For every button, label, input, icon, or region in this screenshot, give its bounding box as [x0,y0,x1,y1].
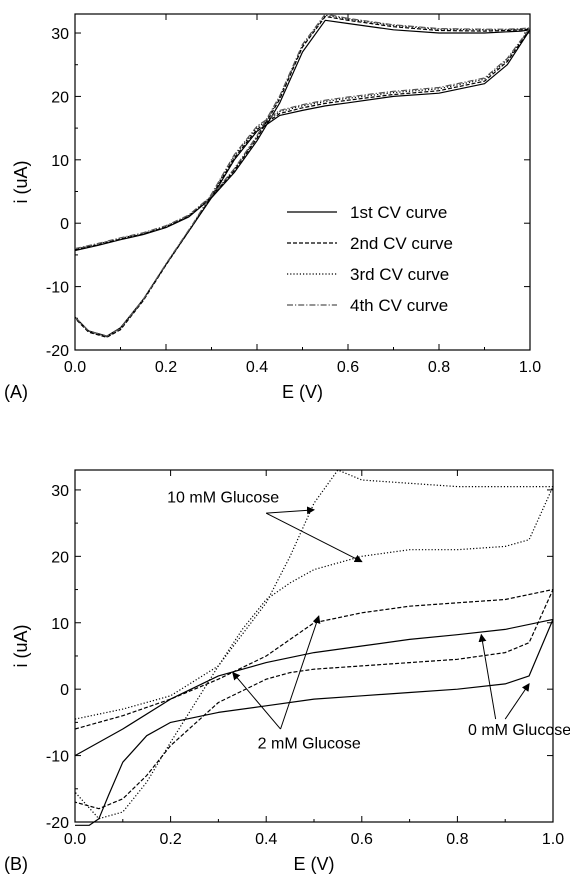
legend-label-4: 4th CV curve [350,296,448,315]
series-line-1 [74,618,554,826]
annotation-label-1: 10 mM Glucose [167,490,279,507]
annotation-arrow [504,683,530,720]
panel-label: (B) [4,854,28,874]
plot-frame [74,469,554,823]
y-tick-label: 30 [51,483,69,500]
annotation-arrow [232,671,281,730]
x-tick-label: 0.8 [446,831,468,848]
series-line-3 [74,469,554,820]
panel-a: 0.0 0.2 0.4 0.6 0.8 1.0 -20 -10 0 10 20 30 E (V) i (u… [4,13,541,402]
panel-b: 0.0 0.2 0.4 0.6 0.8 1.0 -20 -10 0 10 20 30 E (V) i (u… [4,469,570,874]
x-tick-label: 1.0 [542,831,564,848]
series-line-2 [74,588,554,810]
annotation-arrow [478,633,497,720]
y-tick-label: -10 [46,749,69,766]
x-tick-label: 0.2 [159,831,181,848]
x-tick-label: 1.0 [519,359,541,376]
y-axis-label: i (uA) [11,160,31,203]
annotation-label-3: 0 mM Glucose [468,722,570,739]
x-axis-label: E (V) [293,854,334,874]
x-tick-label: 0.6 [337,359,359,376]
annotation-arrow [266,506,315,515]
legend-label-3: 3rd CV curve [350,265,449,284]
annotation-label-2: 2 mM Glucose [258,735,361,752]
x-tick-label: 0.4 [246,359,268,376]
x-tick-label: 0.0 [64,831,86,848]
y-tick-label: 10 [51,153,69,170]
x-tick-label: 0.6 [351,831,373,848]
y-tick-label: -20 [46,343,69,360]
panel-label: (A) [4,382,28,402]
y-tick-label: 20 [51,549,69,566]
legend-label-2: 2nd CV curve [350,234,453,253]
y-tick-label: 0 [60,682,69,699]
y-tick-label: 0 [60,216,69,233]
x-tick-label: 0.8 [428,359,450,376]
x-axis-label: E (V) [282,382,323,402]
x-tick-label: 0.0 [64,359,86,376]
y-tick-label: 20 [51,89,69,106]
legend-label-1: 1st CV curve [350,203,447,222]
x-tick-label: 0.2 [155,359,177,376]
x-tick-label: 0.4 [255,831,277,848]
series-line-4 [74,13,531,337]
series-line-3 [74,14,531,338]
series-line-1 [74,19,531,337]
y-tick-label: 10 [51,616,69,633]
y-tick-label: 30 [51,26,69,43]
annotation-arrow [265,512,363,563]
y-tick-label: -20 [46,815,69,832]
y-tick-label: -10 [46,280,69,297]
annotation-arrow [280,615,321,730]
y-axis-label: i (uA) [11,624,31,667]
series-line-2 [74,15,531,338]
